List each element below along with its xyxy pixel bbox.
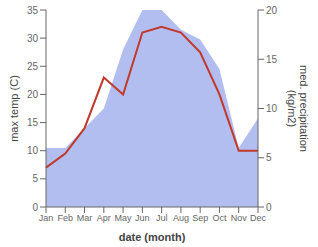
svg-text:35: 35 xyxy=(27,5,39,16)
svg-text:10: 10 xyxy=(27,145,39,156)
svg-text:5: 5 xyxy=(266,152,272,163)
svg-text:Mar: Mar xyxy=(77,213,93,223)
svg-text:Oct: Oct xyxy=(212,213,227,223)
svg-text:Jan: Jan xyxy=(39,213,54,223)
svg-text:med. precipitation(kg/m2): med. precipitation(kg/m2) xyxy=(286,65,310,152)
svg-text:0: 0 xyxy=(266,202,272,213)
svg-text:Jun: Jun xyxy=(135,213,150,223)
svg-text:Aug: Aug xyxy=(173,213,189,223)
svg-text:20: 20 xyxy=(27,89,39,100)
svg-text:30: 30 xyxy=(27,33,39,44)
svg-text:Jul: Jul xyxy=(156,213,168,223)
svg-text:0: 0 xyxy=(32,202,38,213)
svg-text:Sep: Sep xyxy=(192,213,208,223)
svg-text:20: 20 xyxy=(266,5,278,16)
svg-text:Feb: Feb xyxy=(58,213,74,223)
svg-text:Nov: Nov xyxy=(231,213,248,223)
svg-text:Dec: Dec xyxy=(250,213,267,223)
svg-text:15: 15 xyxy=(27,117,39,128)
svg-text:Apr: Apr xyxy=(97,213,111,223)
svg-text:10: 10 xyxy=(266,103,278,114)
svg-text:max temp (C): max temp (C) xyxy=(8,75,20,142)
svg-text:date (month): date (month) xyxy=(119,231,186,243)
svg-text:May: May xyxy=(115,213,133,223)
svg-text:5: 5 xyxy=(32,173,38,184)
svg-text:25: 25 xyxy=(27,61,39,72)
svg-text:15: 15 xyxy=(266,54,278,65)
